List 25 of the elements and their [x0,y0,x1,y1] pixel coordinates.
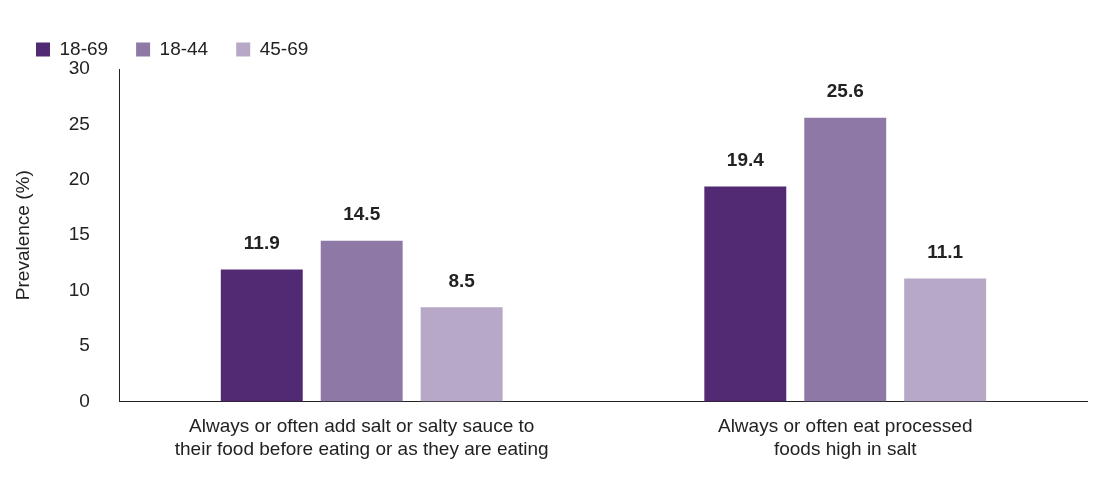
bar [704,186,787,402]
legend-label: 18-44 [159,37,209,59]
data-label: 19.4 [726,149,765,171]
data-label: 25.6 [826,80,864,102]
bar [904,278,987,402]
y-tick-label: 0 [79,389,90,411]
bar [220,269,303,402]
data-label: 14.5 [343,203,381,225]
data-label: 8.5 [448,269,476,291]
legend-label: 18-69 [59,37,109,59]
x-tick-label: Always or often add salt or salty sauce to their food before eating or as they are eating [174,415,549,459]
y-axis-title: Prevalence (%) [11,170,33,301]
y-tick-label: 15 [68,223,90,245]
bar [804,117,887,402]
y-tick-label: 25 [68,112,90,134]
y-tick-label: 30 [68,57,90,79]
bar [320,240,403,402]
x-tick-label: Always or often eat processed foods high in salt [717,415,973,459]
y-tick-label: 5 [79,334,90,356]
legend-label: 45-69 [259,37,309,59]
y-tick-label: 20 [68,168,90,190]
y-tick-label: 10 [68,278,90,300]
data-label: 11.9 [243,232,280,254]
bar [420,307,503,402]
data-label: 11.1 [927,241,964,263]
